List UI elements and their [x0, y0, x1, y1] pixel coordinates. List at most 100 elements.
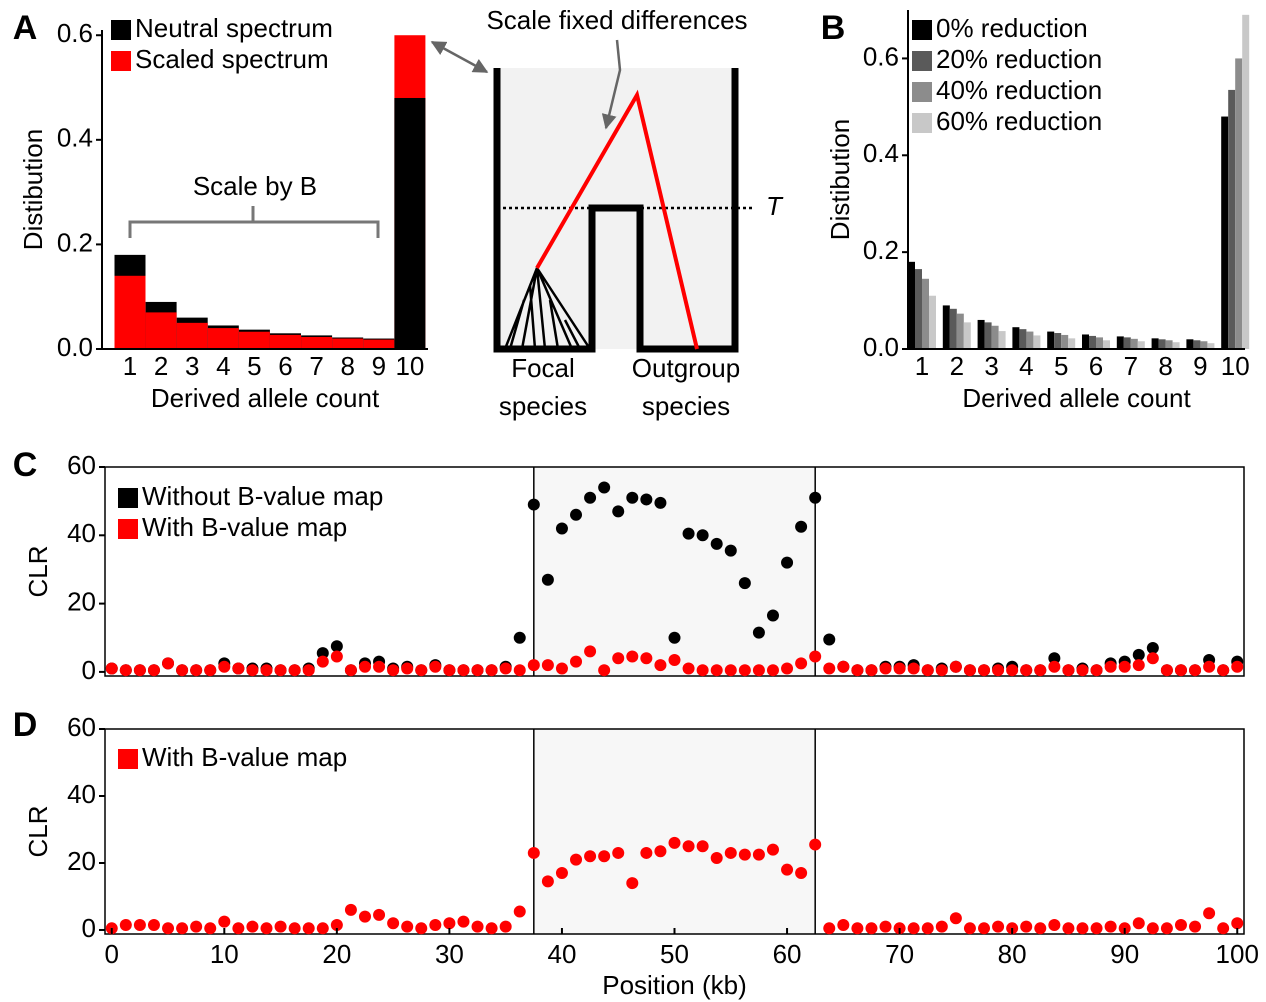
point: [471, 920, 484, 933]
bar: [1068, 338, 1076, 349]
bar: [1242, 14, 1250, 349]
bar: [991, 325, 999, 349]
bar: [145, 312, 177, 349]
x-tick-label: 30: [435, 939, 464, 969]
panel-label: C: [13, 446, 38, 484]
point: [555, 662, 568, 675]
x-tick-label: 70: [885, 939, 914, 969]
bar: [270, 334, 301, 349]
point: [288, 664, 301, 677]
point: [302, 664, 315, 677]
x-tick-label: 8: [1158, 351, 1172, 381]
point: [963, 922, 976, 935]
point: [1076, 922, 1089, 935]
gene-tree: [503, 267, 592, 350]
point: [1146, 641, 1159, 654]
point: [344, 903, 357, 916]
panel-label: B: [821, 9, 846, 47]
x-tick-label: 20: [322, 939, 351, 969]
bar: [1158, 339, 1166, 349]
bar: [1033, 335, 1041, 349]
point: [992, 920, 1005, 933]
point: [415, 664, 428, 677]
point: [1034, 664, 1047, 677]
point: [865, 922, 878, 935]
point: [373, 908, 386, 921]
point: [1062, 922, 1075, 935]
point: [668, 653, 681, 666]
point: [570, 853, 583, 866]
point: [921, 922, 934, 935]
point: [598, 664, 611, 677]
bar: [1026, 331, 1034, 349]
y-tick-label: 60: [67, 450, 96, 480]
point: [513, 905, 526, 918]
legend-label: With B-value map: [142, 742, 347, 772]
x-tick-label: 4: [1019, 351, 1033, 381]
point: [162, 922, 175, 935]
point: [696, 664, 709, 677]
point: [513, 664, 526, 677]
point: [1048, 652, 1061, 665]
y-tick-label: 0: [82, 913, 96, 943]
point: [612, 505, 625, 518]
point: [147, 664, 160, 677]
point: [640, 493, 653, 506]
x-axis-label: Derived allele count: [962, 383, 1191, 413]
bar: [238, 331, 270, 349]
point: [471, 664, 484, 677]
point: [809, 650, 822, 663]
point: [147, 918, 160, 931]
x-tick-label: 60: [773, 939, 802, 969]
point: [612, 846, 625, 859]
point: [358, 660, 371, 673]
point: [330, 918, 343, 931]
diagram: Scale fixed differences T Focal species …: [430, 5, 784, 421]
point: [330, 650, 343, 663]
x-tick-label: 50: [660, 939, 689, 969]
species-label: Focal: [511, 353, 575, 383]
point: [978, 922, 991, 935]
point: [499, 662, 512, 675]
point: [162, 657, 175, 670]
point: [260, 664, 273, 677]
point: [795, 520, 808, 533]
point: [710, 664, 723, 677]
point: [865, 664, 878, 677]
species-label: Outgroup: [632, 353, 740, 383]
point: [1231, 660, 1244, 673]
point: [1217, 922, 1230, 935]
point: [246, 920, 259, 933]
point: [232, 662, 245, 675]
legend-label: Scaled spectrum: [135, 44, 329, 74]
point: [555, 867, 568, 880]
point: [654, 659, 667, 672]
point: [668, 836, 681, 849]
point: [640, 652, 653, 665]
point: [1132, 917, 1145, 930]
threshold-label: T: [766, 191, 784, 221]
bar: [1116, 336, 1124, 349]
point: [401, 662, 414, 675]
point: [176, 664, 189, 677]
point: [105, 662, 118, 675]
point: [921, 664, 934, 677]
plot-frame: [104, 466, 1245, 677]
x-tick-label: 2: [950, 351, 964, 381]
legend-label: 60% reduction: [936, 106, 1102, 136]
y-axis-label: Distibution: [18, 129, 48, 250]
bar: [1193, 340, 1201, 349]
legend-swatch: [111, 51, 131, 71]
bar: [1221, 116, 1229, 350]
point: [640, 846, 653, 859]
y-tick-label: 0.2: [863, 235, 899, 265]
x-tick-label: 5: [1054, 351, 1068, 381]
point: [232, 922, 245, 935]
point: [527, 659, 540, 672]
species-label: species: [642, 391, 730, 421]
bar: [1123, 337, 1131, 349]
point: [1217, 664, 1230, 677]
bar: [1082, 334, 1089, 349]
point: [752, 848, 765, 861]
point: [1020, 664, 1033, 677]
